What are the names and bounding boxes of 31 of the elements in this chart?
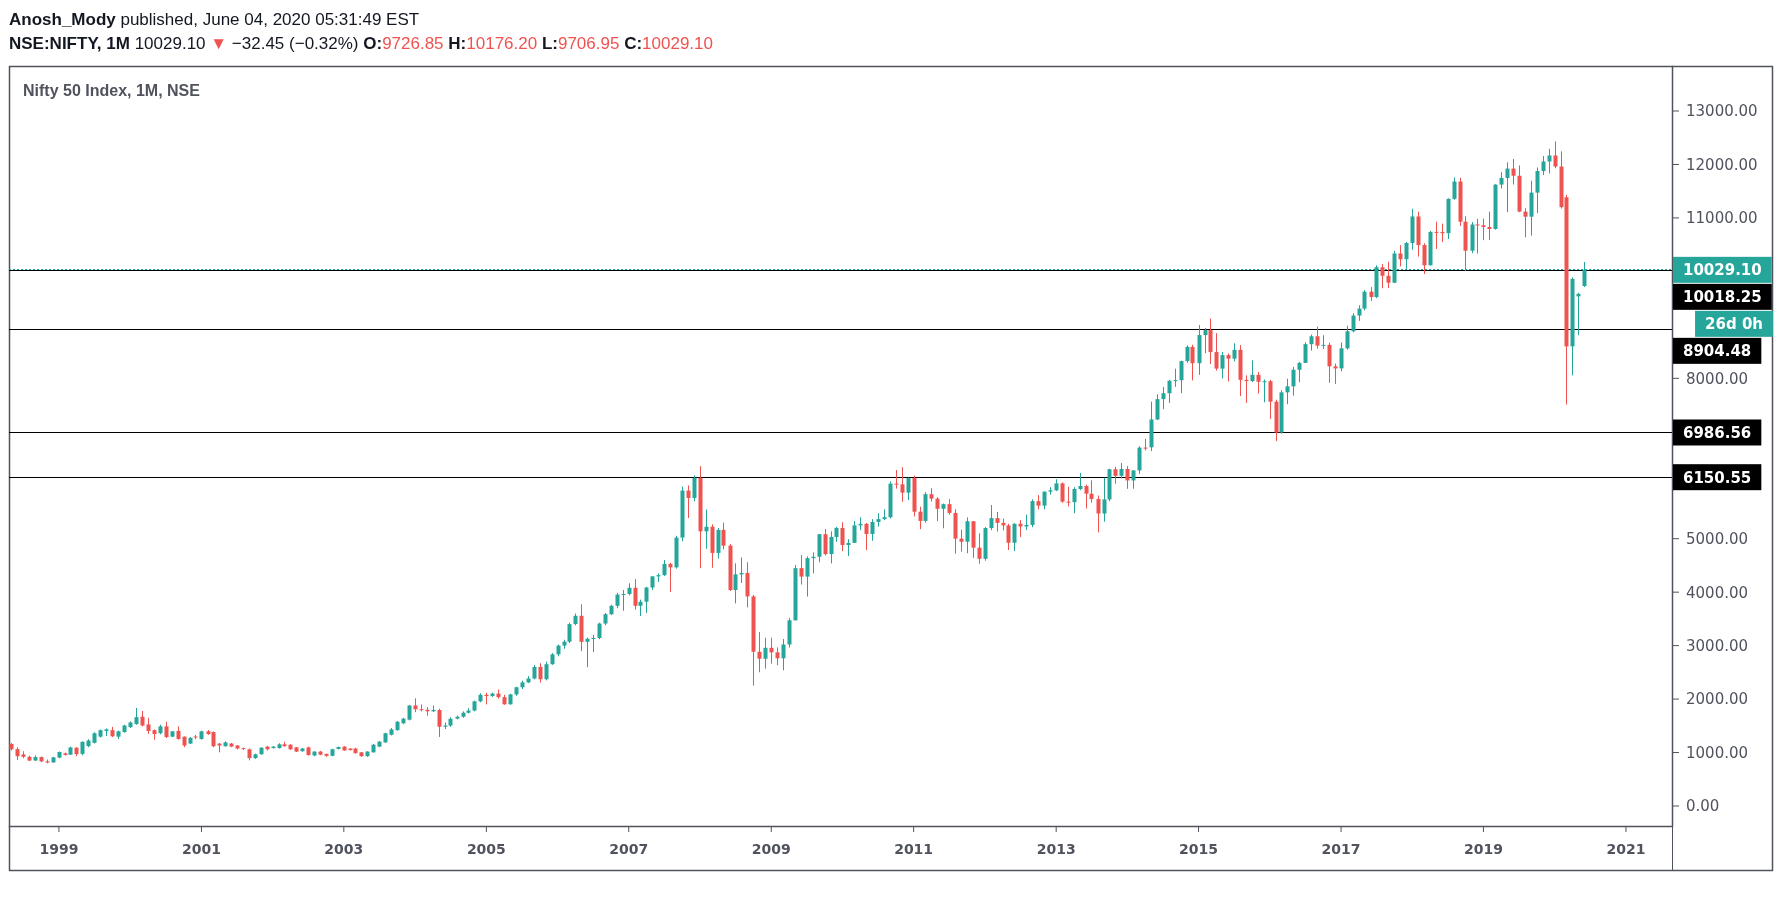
text: 26d 0h	[1705, 315, 1763, 334]
x-tick-label: 1999	[39, 841, 79, 857]
y-tick-label: 12000.00	[1686, 155, 1758, 174]
text: Nifty 50 Index, 1M, NSE	[23, 82, 201, 99]
y-tick-label: 5000.00	[1686, 530, 1749, 549]
ref-line-label: 8904.48	[1683, 342, 1752, 361]
x-tick-label: 2007	[609, 841, 649, 857]
x-tick-label: 2009	[751, 841, 791, 857]
x-tick-label: 2013	[1036, 841, 1076, 857]
text: NSE:NIFTY, 1M 10029.10 ▼ −32.45 (−0.32%) O:9726.85 H:10176.20 L:9706.95 C:10029.10	[9, 34, 713, 53]
x-tick-label: 2017	[1321, 841, 1361, 857]
y-tick-label: 13000.00	[1686, 102, 1758, 121]
y-tick-label: 2000.00	[1686, 690, 1749, 709]
ref-line-label: 10029.10	[1683, 261, 1762, 280]
x-tick-label: 2001	[181, 841, 221, 857]
x-tick-label: 2011	[894, 841, 934, 857]
x-tick-label: 2019	[1463, 841, 1503, 857]
y-tick-label: 0.00	[1686, 797, 1720, 816]
ref-line-label: 6150.55	[1683, 468, 1752, 487]
x-tick-label: 2005	[466, 841, 506, 857]
y-tick-label: 3000.00	[1686, 637, 1749, 656]
y-tick-label: 1000.00	[1686, 743, 1749, 762]
y-tick-label: 4000.00	[1686, 583, 1749, 602]
x-tick-label: 2021	[1606, 841, 1646, 857]
y-tick-label: 11000.00	[1686, 209, 1758, 228]
y-tick-label: 8000.00	[1686, 369, 1749, 388]
text: Anosh_Mody published, June 04, 2020 05:31:49 EST	[9, 10, 420, 29]
x-tick-label: 2015	[1179, 841, 1219, 857]
ref-line-label: 10018.25	[1683, 288, 1762, 307]
x-tick-label: 2003	[324, 841, 364, 857]
ref-line-label: 6986.56	[1683, 423, 1752, 442]
